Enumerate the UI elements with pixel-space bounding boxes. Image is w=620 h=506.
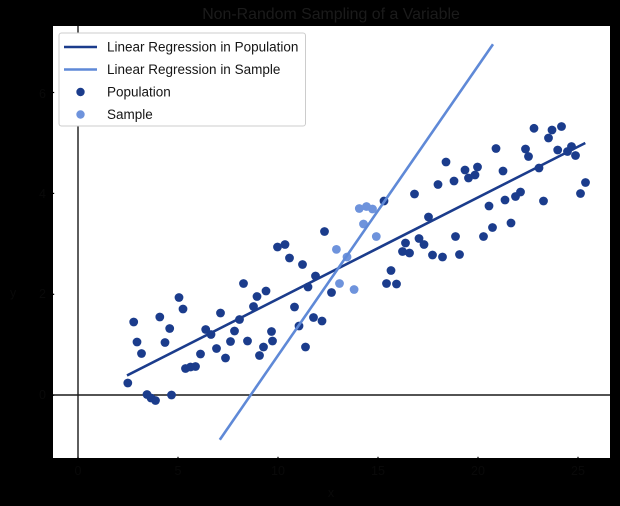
svg-text:6: 6 xyxy=(39,87,46,101)
svg-text:25: 25 xyxy=(571,464,585,478)
svg-text:20: 20 xyxy=(471,464,485,478)
svg-text:Non-Random Sampling of a Varia: Non-Random Sampling of a Variable xyxy=(202,6,460,23)
svg-text:4: 4 xyxy=(39,187,46,201)
svg-text:Population: Population xyxy=(107,85,171,100)
svg-text:2: 2 xyxy=(39,287,46,301)
svg-text:5: 5 xyxy=(175,464,182,478)
svg-text:Linear Regression in Populatio: Linear Regression in Population xyxy=(107,40,298,55)
svg-text:10: 10 xyxy=(271,464,285,478)
svg-text:Sample: Sample xyxy=(107,107,153,122)
svg-text:0: 0 xyxy=(75,464,82,478)
svg-text:15: 15 xyxy=(371,464,385,478)
svg-text:y: y xyxy=(10,286,17,300)
svg-text:0: 0 xyxy=(39,388,46,402)
svg-text:Linear Regression in Sample: Linear Regression in Sample xyxy=(107,62,280,77)
svg-text:x: x xyxy=(328,486,335,500)
